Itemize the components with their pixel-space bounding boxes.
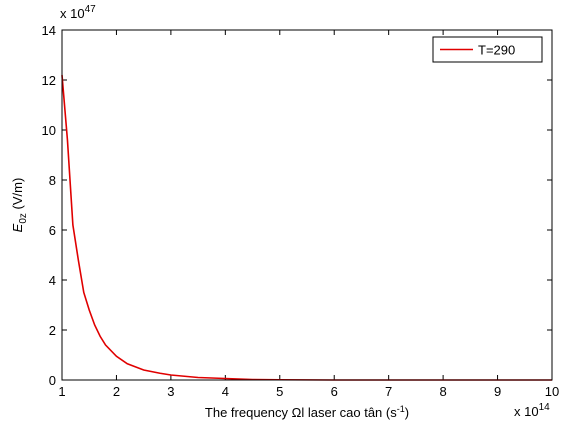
y-tick-label: 2: [49, 323, 56, 338]
x-tick-label: 9: [494, 384, 501, 399]
y-multiplier-base: x 10: [60, 6, 85, 21]
x-tick-label: 8: [439, 384, 446, 399]
x-tick-label: 1: [58, 384, 65, 399]
y-multiplier-exp: 47: [85, 4, 97, 15]
axes-box: [61, 29, 553, 381]
x-axis-label: The frequency Ωl laser cao tân (s-1): [205, 404, 409, 420]
y-label-rest: (V/m): [10, 178, 25, 213]
x-tick-label: 5: [276, 384, 283, 399]
x-label-main: The frequency Ωl laser cao tân (s: [205, 405, 397, 420]
y-tick-label: 8: [49, 173, 56, 188]
y-label-sub: 0z: [18, 213, 29, 224]
x-tick-label: 10: [545, 384, 559, 399]
y-tick-label: 0: [49, 373, 56, 388]
legend-label: T=290: [478, 43, 515, 58]
x-tick-label: 2: [113, 384, 120, 399]
x-tick-label: 3: [167, 384, 174, 399]
x-label-sup: -1: [397, 404, 405, 414]
x-label-rest: ): [405, 405, 409, 420]
y-axis-label: E0z (V/m): [10, 178, 29, 233]
x-multiplier-base: x 10: [514, 404, 539, 419]
y-tick-label: 14: [42, 23, 56, 38]
y-multiplier: x 1047: [60, 4, 96, 21]
x-multiplier: x 1014: [514, 402, 550, 419]
y-tick-label: 6: [49, 223, 56, 238]
plot-area: [62, 30, 552, 380]
y-tick-label: 12: [42, 73, 56, 88]
x-tick-label: 4: [222, 384, 229, 399]
y-label-main: E: [10, 223, 25, 232]
x-tick-label: 6: [331, 384, 338, 399]
y-tick-label: 4: [49, 273, 56, 288]
x-multiplier-exp: 14: [539, 402, 551, 413]
y-tick-label: 10: [42, 123, 56, 138]
x-tick-label: 7: [385, 384, 392, 399]
